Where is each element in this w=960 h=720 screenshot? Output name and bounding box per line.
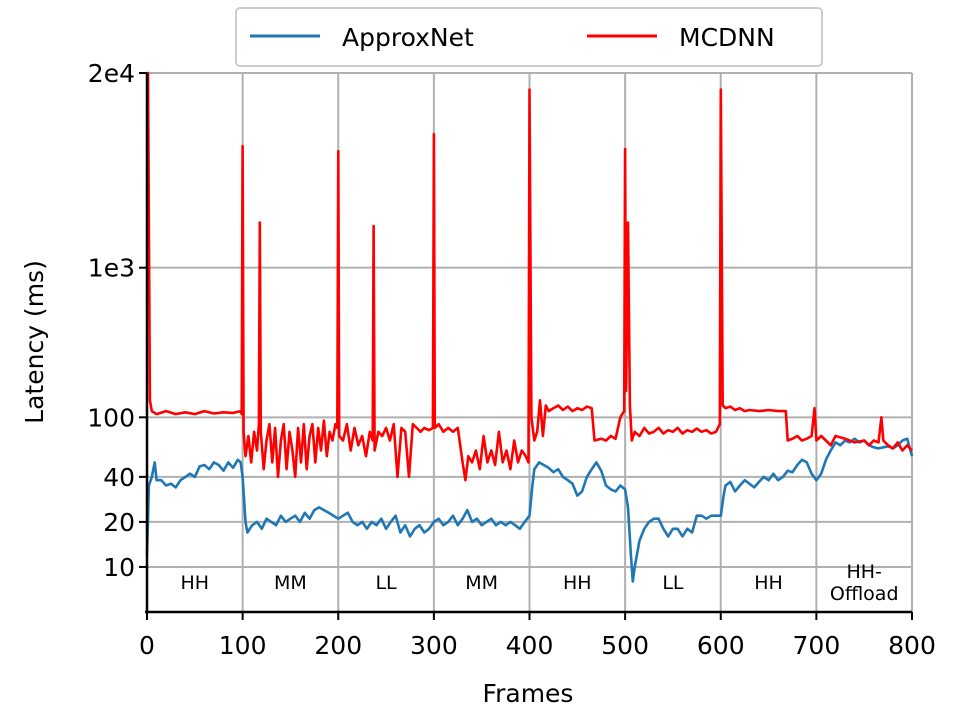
region-label-line: HH	[181, 572, 210, 594]
legend-box	[235, 7, 823, 67]
y-tick-label: 20	[103, 508, 135, 537]
region-label: HH	[563, 572, 592, 594]
legend: ApproxNet MCDNN	[250, 23, 775, 52]
y-tick-label: 1e3	[88, 254, 135, 283]
x-tick-label: 700	[793, 631, 841, 660]
y-axis-label: Latency (ms)	[20, 260, 49, 424]
legend-label: MCDNN	[679, 23, 775, 52]
x-tick-label: 0	[139, 631, 155, 660]
region-label-line: LL	[375, 572, 397, 594]
region-label-line: MM	[274, 572, 307, 594]
series-line	[145, 437, 914, 583]
y-tick-label: 2e4	[88, 59, 135, 88]
series-line	[146, 71, 913, 482]
region-label: MM	[465, 572, 498, 594]
region-label-line: LL	[662, 572, 684, 594]
y-tick-label: 40	[103, 463, 135, 492]
legend-label: ApproxNet	[342, 23, 474, 52]
region-label: MM	[274, 572, 307, 594]
region-label-line: HH	[563, 572, 592, 594]
region-label: LL	[662, 572, 684, 594]
x-tick-label: 100	[219, 631, 267, 660]
region-label: HH	[754, 572, 783, 594]
plot-area	[145, 71, 914, 583]
region-label-line: HH	[754, 572, 783, 594]
x-tick-label: 400	[506, 631, 554, 660]
x-tick-label: 500	[601, 631, 649, 660]
region-label-line: Offload	[830, 583, 899, 605]
x-tick-label: 800	[888, 631, 936, 660]
region-label: HH-Offload	[830, 561, 899, 605]
x-tick-label: 300	[410, 631, 458, 660]
x-axis-label: Frames	[483, 679, 574, 708]
region-label: HH	[181, 572, 210, 594]
x-tick-label: 600	[697, 631, 745, 660]
x-tick-label: 200	[314, 631, 362, 660]
region-label: LL	[375, 572, 397, 594]
region-label-line: HH-	[846, 561, 881, 583]
y-tick-label: 10	[103, 553, 135, 582]
y-tick-label: 100	[87, 403, 135, 432]
region-label-line: MM	[465, 572, 498, 594]
